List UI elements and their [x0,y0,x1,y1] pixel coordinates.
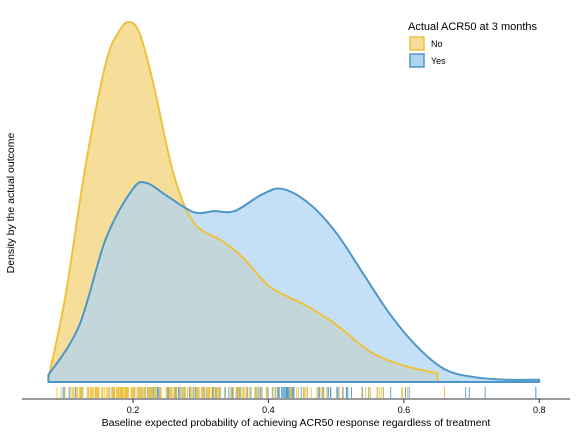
legend-label-yes: Yes [431,56,446,66]
legend-key-no [409,36,425,51]
legend: Actual ACR50 at 3 months No Yes [408,21,538,68]
plot-area [47,20,541,398]
y-axis-label: Density by the actual outcome [5,133,17,274]
density-line-yes [47,180,541,383]
x-tick-label: 0.2 [127,405,140,415]
legend-title: Actual ACR50 at 3 months [408,21,538,33]
x-tick-label: 0.4 [262,405,275,415]
density-area-yes [48,181,540,382]
legend-key-yes [409,53,425,68]
legend-label-no: No [431,39,443,49]
x-axis-ticks: 0.2 0.4 0.6 0.8 [127,399,546,415]
x-axis-label: Baseline expected probability of achievi… [102,417,491,429]
x-tick-label: 0.8 [533,405,546,415]
x-tick-label: 0.6 [398,405,411,415]
